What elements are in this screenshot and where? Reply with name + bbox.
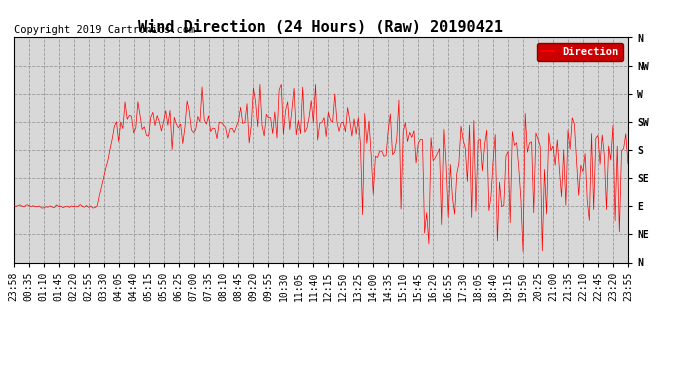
Title: Wind Direction (24 Hours) (Raw) 20190421: Wind Direction (24 Hours) (Raw) 20190421 <box>139 20 503 35</box>
Legend: Direction: Direction <box>538 43 622 61</box>
Text: Copyright 2019 Cartronics.com: Copyright 2019 Cartronics.com <box>14 25 195 35</box>
